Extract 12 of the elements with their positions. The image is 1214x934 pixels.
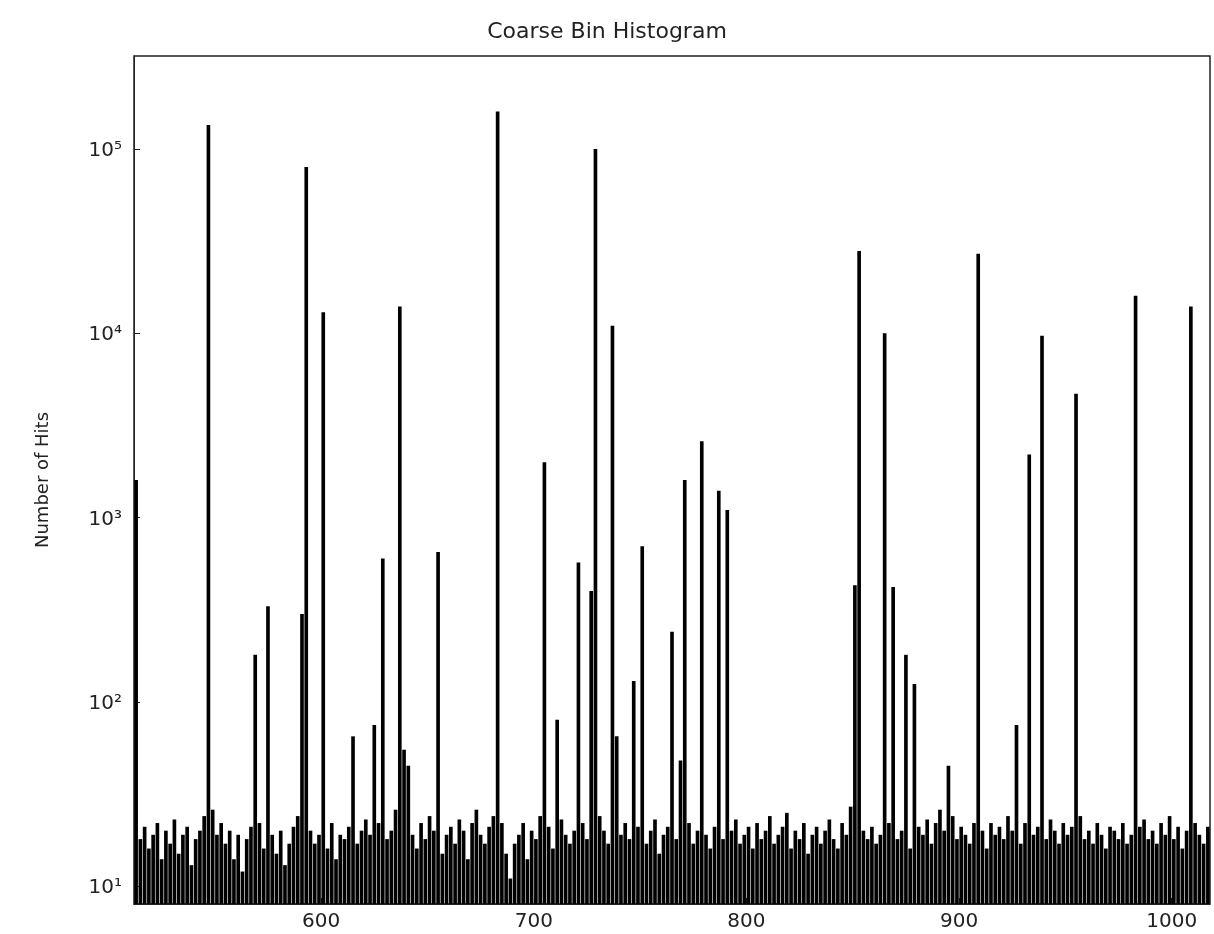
y-axis-title: Number of Hits [30, 411, 52, 549]
x-tick-label: 600 [302, 908, 341, 932]
x-tick-label: 1000 [1146, 908, 1198, 932]
x-tick-label: 900 [939, 908, 979, 932]
y-tick-label: 10² [88, 689, 122, 714]
chart-title: Coarse Bin Histogram [487, 17, 727, 43]
y-tick-label: 10¹ [88, 874, 122, 899]
y-tick-label: 10⁵ [88, 137, 122, 162]
y-tick-label: 10³ [88, 505, 122, 530]
y-tick-label: 10⁴ [88, 321, 122, 346]
x-tick-label: 700 [514, 908, 553, 932]
x-tick-label: 800 [727, 908, 766, 932]
